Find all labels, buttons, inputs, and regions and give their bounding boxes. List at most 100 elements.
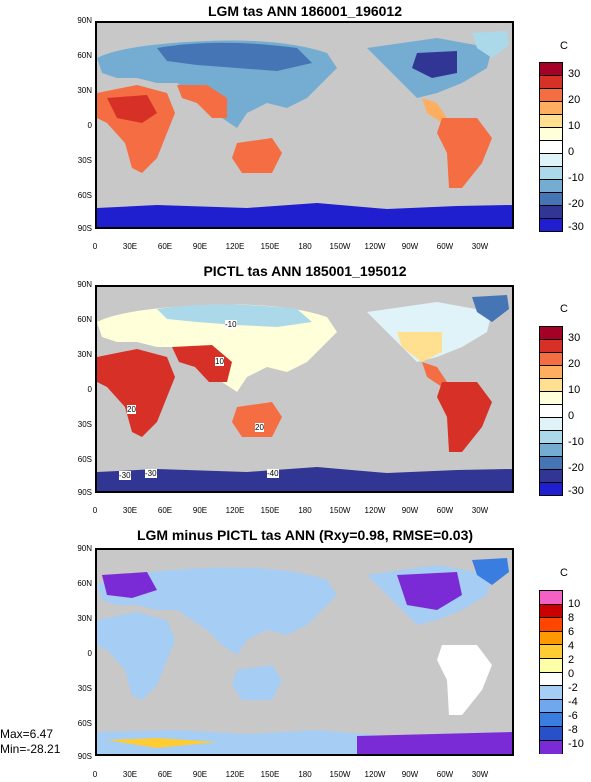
panel3-laurentide	[397, 572, 462, 610]
panel2-lon-tick: 0	[92, 506, 98, 515]
panel3-colorbar-tick: 2	[568, 654, 575, 666]
panel3-greenland	[472, 558, 509, 585]
colorbar-swatch	[540, 457, 562, 470]
panel3-colorbar-tick: 0	[568, 668, 575, 680]
colorbar-swatch	[540, 713, 562, 727]
colorbar-swatch	[540, 154, 562, 167]
panel2-colorbar-tick: 10	[568, 384, 581, 396]
colorbar-swatch	[540, 431, 562, 444]
panel2-lon-tick: 120W	[364, 506, 386, 515]
panel3-colorbar-tick: -4	[568, 696, 578, 708]
panel3-lat-tick: 60N	[77, 579, 92, 588]
panel1-title: LGM tas ANN 186001_196012	[207, 3, 403, 19]
panel1-lat-tick: 30N	[77, 86, 92, 95]
colorbar-swatch	[540, 141, 562, 154]
panel3-colorbar-tick: -10	[568, 738, 584, 750]
colorbar-swatch	[540, 379, 562, 392]
contour-label: -30	[145, 469, 157, 478]
contour-label: -10	[225, 320, 237, 329]
panel1-lon-tick: 150E	[260, 242, 280, 251]
colorbar-swatch	[540, 405, 562, 418]
panel3-map-svg	[97, 558, 512, 754]
panel3-lon-tick: 120W	[364, 770, 386, 779]
panel1-greenland	[472, 31, 509, 58]
panel3-australia	[232, 665, 282, 700]
panel1-lat-tick: 30S	[77, 156, 92, 165]
panel2-colorbar-tick: 20	[568, 358, 581, 370]
colorbar-swatch	[540, 444, 562, 457]
colorbar-swatch	[540, 631, 562, 646]
panel1-map	[95, 21, 514, 229]
panel3-lat-tick: 30N	[77, 614, 92, 623]
colorbar-swatch	[540, 645, 562, 659]
panel2-colorbar-tick: 30	[568, 332, 581, 344]
panel1-lat-tick: 60S	[77, 191, 92, 200]
contour-label: -30	[119, 471, 131, 480]
colorbar-swatch	[540, 340, 562, 353]
colorbar-swatch	[540, 353, 562, 366]
max-value-label: Max=6.47	[0, 727, 54, 741]
colorbar-swatch	[540, 327, 562, 340]
panel3-antarctica-warm	[107, 738, 217, 748]
panel2-us	[397, 332, 442, 362]
panel1-lon-tick: 90W	[401, 242, 419, 251]
colorbar-swatch	[540, 604, 562, 619]
panel3-eurasia	[97, 567, 337, 655]
colorbar-swatch	[540, 686, 562, 700]
panel3-lon-tick: 120E	[225, 770, 245, 779]
panel1-laurentide	[412, 51, 457, 78]
panel3-lon-tick: 30E	[122, 770, 138, 779]
colorbar-swatch	[540, 180, 562, 193]
panel1-colorbar-tick: 10	[568, 120, 581, 132]
panel3-lon-tick: 30W	[471, 770, 489, 779]
panel3-lat-tick: 30S	[77, 684, 92, 693]
panel3-antarctica-east	[357, 732, 512, 754]
colorbar-swatch	[540, 76, 562, 89]
panel3-lon-tick: 90E	[192, 770, 208, 779]
min-value-label: Min=-28.21	[0, 742, 61, 756]
panel2-lat-tick: 60N	[77, 315, 92, 324]
panel2-antarctica	[97, 467, 512, 491]
panel3-lon-tick: 0	[92, 770, 98, 779]
panel1-africa-hot	[107, 95, 157, 123]
panel2-australia	[232, 402, 282, 437]
colorbar-swatch	[540, 470, 562, 483]
panel1-colorbar-unit: C	[560, 40, 568, 52]
colorbar-swatch	[540, 128, 562, 141]
panel3-lon-tick: 60E	[157, 770, 173, 779]
panel3-colorbar	[539, 590, 563, 755]
panel2-colorbar-tick: 0	[568, 410, 575, 422]
panel1-colorbar-tick: -20	[568, 198, 584, 210]
panel1-lat-tick: 90S	[77, 224, 92, 233]
panel2-lon-tick: 120E	[225, 506, 245, 515]
panel3-colorbar-tick: -8	[568, 724, 578, 736]
panel1-lon-tick: 150W	[329, 242, 351, 251]
colorbar-swatch	[540, 206, 562, 219]
panel2-lon-tick: 30W	[471, 506, 489, 515]
panel1-lat-tick: 90N	[77, 16, 92, 25]
panel2-title: PICTL tas ANN 185001_195012	[203, 263, 407, 279]
panel1-map-svg	[97, 31, 512, 227]
colorbar-swatch	[540, 167, 562, 180]
panel1-lat-tick: 0	[87, 121, 92, 130]
colorbar-swatch	[540, 591, 562, 605]
panel1-lon-tick: 60W	[436, 242, 454, 251]
colorbar-swatch	[540, 418, 562, 431]
panel3-colorbar-tick: -2	[568, 682, 578, 694]
panel1-siberia	[157, 42, 312, 71]
panel1-lon-tick: 30W	[471, 242, 489, 251]
colorbar-swatch	[540, 740, 562, 755]
colorbar-swatch	[540, 102, 562, 115]
panel3-colorbar-tick: 6	[568, 626, 575, 638]
panel1-central-america	[422, 98, 447, 123]
panel1-lon-tick: 0	[92, 242, 98, 251]
panel2-lon-tick: 90E	[192, 506, 208, 515]
panel1-colorbar-tick: -10	[568, 172, 584, 184]
panel1-south-america	[437, 118, 492, 188]
contour-label: 20	[127, 405, 136, 414]
panel3-south-america	[437, 645, 492, 715]
colorbar-swatch	[540, 392, 562, 405]
panel2-lat-tick: 0	[87, 385, 92, 394]
panel2-africa	[97, 349, 175, 437]
panel1-lon-tick: 120W	[364, 242, 386, 251]
